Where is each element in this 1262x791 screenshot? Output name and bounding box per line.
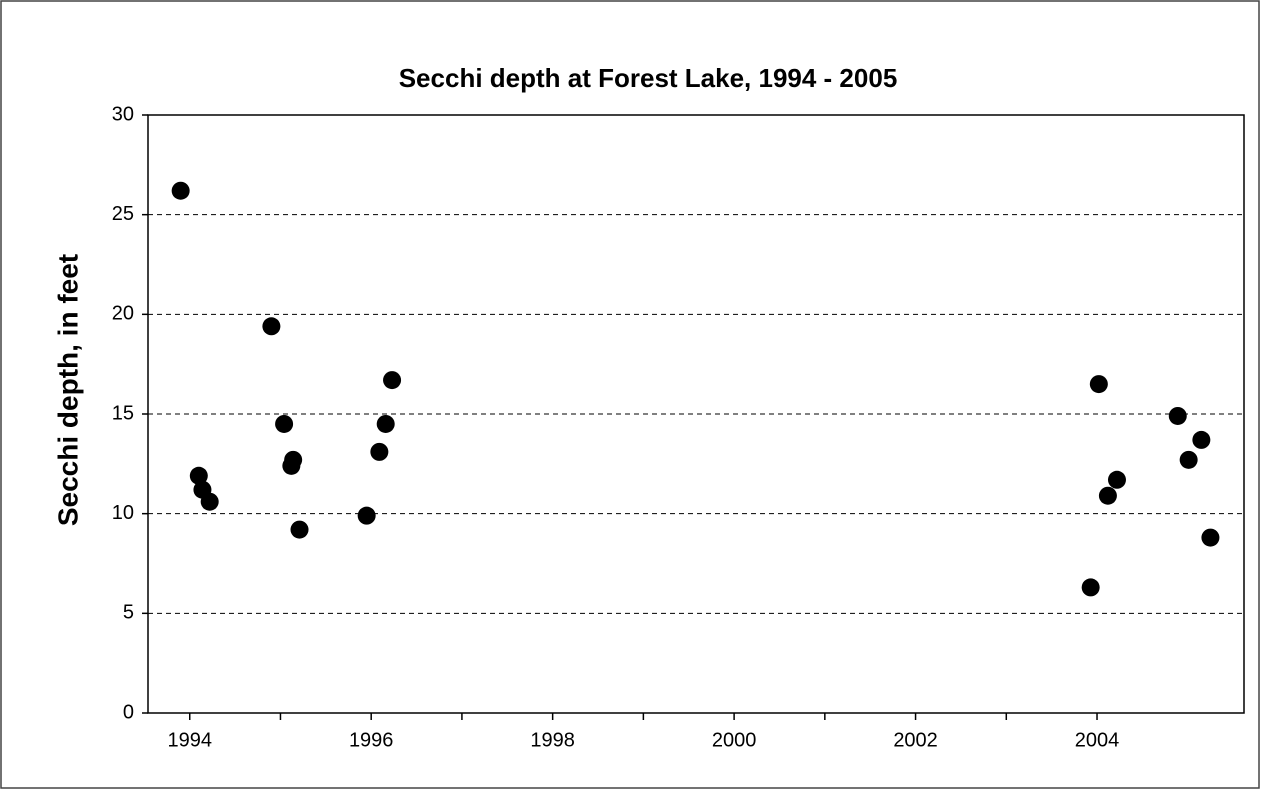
chart-title: Secchi depth at Forest Lake, 1994 - 2005 [399,63,898,93]
y-tick-label: 25 [112,203,134,225]
plot-area [147,114,1245,714]
x-tick-label: 2002 [893,729,938,751]
point [200,492,219,511]
point [1089,375,1108,394]
point [1107,470,1126,489]
y-axis-title: Secchi depth, in feet [52,254,83,526]
point [189,466,208,485]
y-tick-label: 0 [123,701,134,723]
point [1192,430,1211,449]
y-tick-label: 5 [123,602,134,624]
point [171,181,190,200]
point [1098,486,1117,505]
point [275,414,294,433]
point [1179,450,1198,469]
y-tick-label: 20 [112,303,134,325]
point [1081,578,1100,597]
point [282,456,301,475]
x-tick-label: 2000 [712,729,757,751]
point [1168,406,1187,425]
y-tick-label: 10 [112,502,134,524]
point [370,442,389,461]
point [262,317,281,336]
point [357,506,376,525]
point [290,520,309,539]
x-tick-label: 2004 [1075,729,1120,751]
y-tick-label: 15 [112,402,134,424]
x-tick-label: 1998 [530,729,575,751]
y-tick-label: 30 [112,103,134,125]
x-tick-label: 1994 [167,729,212,751]
point [376,414,395,433]
point [383,371,402,390]
x-tick-label: 1996 [349,729,394,751]
point [1201,528,1220,547]
